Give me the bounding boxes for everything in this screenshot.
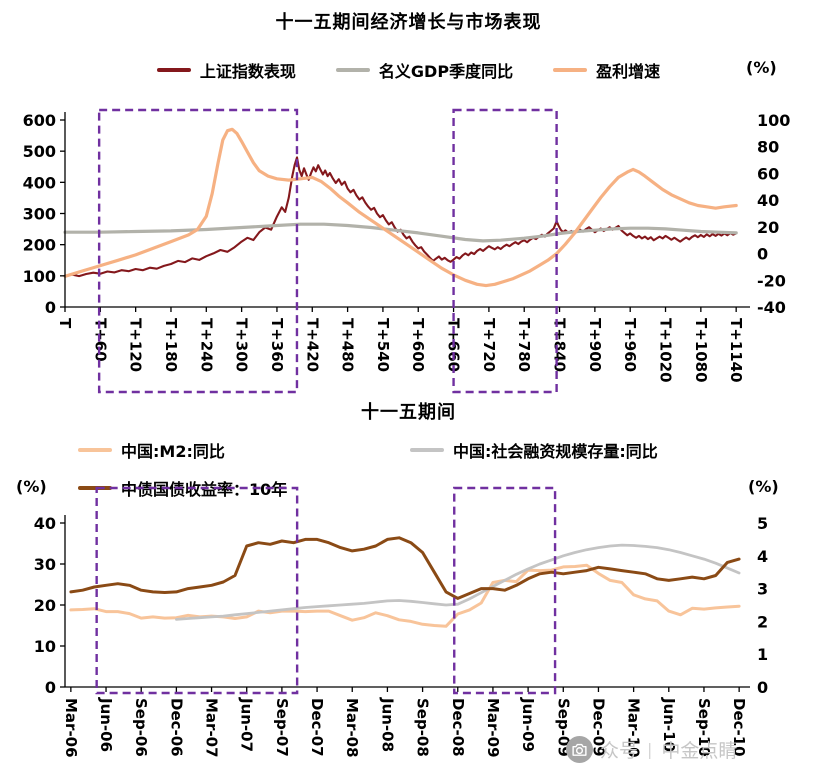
legend-item-cgb-10y-yield: 中债国债收益率：10年 xyxy=(78,476,410,500)
legend-item-nominal-gdp: 名义GDP季度同比 xyxy=(335,58,514,82)
svg-text:T+840: T+840 xyxy=(551,318,569,372)
svg-text:Mar-10: Mar-10 xyxy=(625,698,643,758)
svg-text:T+1140: T+1140 xyxy=(727,318,745,383)
svg-text:0: 0 xyxy=(757,678,768,697)
bottom-chart-title: 十一五期间 xyxy=(361,402,456,423)
svg-text:T+1020: T+1020 xyxy=(657,318,675,383)
tsf-line-swatch xyxy=(410,448,444,452)
svg-text:T+720: T+720 xyxy=(480,318,498,372)
svg-text:Dec-10: Dec-10 xyxy=(730,698,748,757)
svg-text:Mar-07: Mar-07 xyxy=(203,698,221,758)
legend-label-gdp: 名义GDP季度同比 xyxy=(378,62,514,81)
svg-text:300: 300 xyxy=(23,205,56,224)
svg-text:T+300: T+300 xyxy=(233,318,251,372)
svg-text:T+780: T+780 xyxy=(515,318,533,372)
svg-text:T+900: T+900 xyxy=(586,318,604,372)
svg-text:Jun-08: Jun-08 xyxy=(378,697,396,752)
svg-text:Jun-09: Jun-09 xyxy=(519,697,537,752)
earnings-line-swatch xyxy=(553,68,588,72)
svg-text:T+240: T+240 xyxy=(197,318,215,372)
svg-text:Dec-09: Dec-09 xyxy=(589,698,607,757)
svg-text:T+360: T+360 xyxy=(268,318,286,372)
camera-icon xyxy=(566,736,593,763)
bond-line-swatch xyxy=(78,486,112,490)
svg-text:Jun-10: Jun-10 xyxy=(660,697,678,752)
svg-text:60: 60 xyxy=(757,164,779,183)
gdp-line-swatch xyxy=(335,68,370,72)
svg-text:T: T xyxy=(56,318,74,329)
bottom-left-axis-unit: (%) xyxy=(16,477,47,496)
svg-text:Mar-09: Mar-09 xyxy=(484,698,502,758)
legend-item-sse-index: 上证指数表现 xyxy=(156,58,296,82)
svg-text:4: 4 xyxy=(757,547,768,566)
top-right-axis-unit: (%) xyxy=(746,58,777,77)
svg-text:3: 3 xyxy=(757,580,768,599)
legend-item-m2-yoy: 中国:M2:同比 xyxy=(78,438,410,462)
svg-text:T+120: T+120 xyxy=(127,318,145,372)
top-chart: 0 100 200 300 400 500 600 -40 -20 0 20 40 60 80 100 T T+… xyxy=(23,108,790,394)
bottom-chart: 0 10 20 30 40 0 1 2 3 4 5 Mar-06 Jun-06 Sep-06 Dec-06 M… xyxy=(34,486,768,758)
svg-text:T+540: T+540 xyxy=(374,318,392,372)
svg-text:10: 10 xyxy=(34,637,56,656)
top-chart-title: 十一五期间经济增长与市场表现 xyxy=(275,12,542,33)
svg-text:20: 20 xyxy=(34,596,56,615)
legend-label-tsf: 中国:社会融资规模存量:同比 xyxy=(453,442,658,461)
m2-line-swatch xyxy=(78,448,112,452)
svg-text:600: 600 xyxy=(23,111,56,130)
svg-text:Sep-07: Sep-07 xyxy=(273,698,291,757)
watermark: 众号 | 中金点睛 xyxy=(566,736,737,763)
svg-text:1: 1 xyxy=(757,645,768,664)
svg-text:Jun-07: Jun-07 xyxy=(238,697,256,752)
svg-text:Dec-06: Dec-06 xyxy=(167,698,185,757)
watermark-divider: | xyxy=(647,740,653,759)
svg-text:-40: -40 xyxy=(757,298,786,317)
svg-text:Sep-08: Sep-08 xyxy=(414,698,432,757)
svg-text:5: 5 xyxy=(757,514,768,533)
svg-text:0: 0 xyxy=(45,678,56,697)
svg-text:Dec-08: Dec-08 xyxy=(449,698,467,757)
svg-text:T+420: T+420 xyxy=(303,318,321,372)
watermark-brand: 中金点睛 xyxy=(661,740,738,762)
svg-text:200: 200 xyxy=(23,236,56,255)
svg-text:T+1080: T+1080 xyxy=(692,318,710,383)
sse-line-swatch xyxy=(156,68,191,72)
svg-text:Mar-06: Mar-06 xyxy=(62,698,80,758)
svg-text:40: 40 xyxy=(34,514,56,533)
svg-text:T+960: T+960 xyxy=(621,318,639,372)
svg-text:100: 100 xyxy=(757,111,790,130)
svg-text:T+480: T+480 xyxy=(339,318,357,372)
svg-text:Sep-06: Sep-06 xyxy=(132,698,150,757)
legend-label-m2: 中国:M2:同比 xyxy=(121,442,225,461)
legend-label-sse: 上证指数表现 xyxy=(199,62,296,81)
svg-text:30: 30 xyxy=(34,555,56,574)
bottom-chart-legend: 中国:M2:同比 中国:社会融资规模存量:同比 中债国债收益率：10年 xyxy=(78,438,658,500)
legend-item-tsf-yoy: 中国:社会融资规模存量:同比 xyxy=(410,438,658,462)
svg-text:T+180: T+180 xyxy=(162,318,180,372)
svg-text:40: 40 xyxy=(757,191,779,210)
svg-text:2: 2 xyxy=(757,612,768,631)
svg-text:400: 400 xyxy=(23,173,56,192)
top-chart-legend: 上证指数表现 名义GDP季度同比 盈利增速 xyxy=(0,58,817,82)
legend-label-bond: 中债国债收益率：10年 xyxy=(121,480,288,499)
svg-text:20: 20 xyxy=(757,218,779,237)
watermark-account: 众号 xyxy=(600,740,639,762)
svg-text:0: 0 xyxy=(757,245,768,264)
legend-item-earnings-growth: 盈利增速 xyxy=(553,58,660,82)
svg-text:80: 80 xyxy=(757,138,779,157)
legend-label-earnings: 盈利增速 xyxy=(596,62,661,81)
svg-text:Jun-06: Jun-06 xyxy=(97,697,115,752)
svg-text:Mar-08: Mar-08 xyxy=(343,698,361,758)
svg-text:0: 0 xyxy=(45,298,56,317)
svg-text:Sep-10: Sep-10 xyxy=(695,698,713,757)
svg-text:100: 100 xyxy=(23,267,56,286)
svg-text:-20: -20 xyxy=(757,271,786,290)
svg-text:500: 500 xyxy=(23,142,56,161)
svg-text:Dec-07: Dec-07 xyxy=(308,698,326,757)
bottom-right-axis-unit: (%) xyxy=(748,477,779,496)
svg-text:T+600: T+600 xyxy=(409,318,427,372)
